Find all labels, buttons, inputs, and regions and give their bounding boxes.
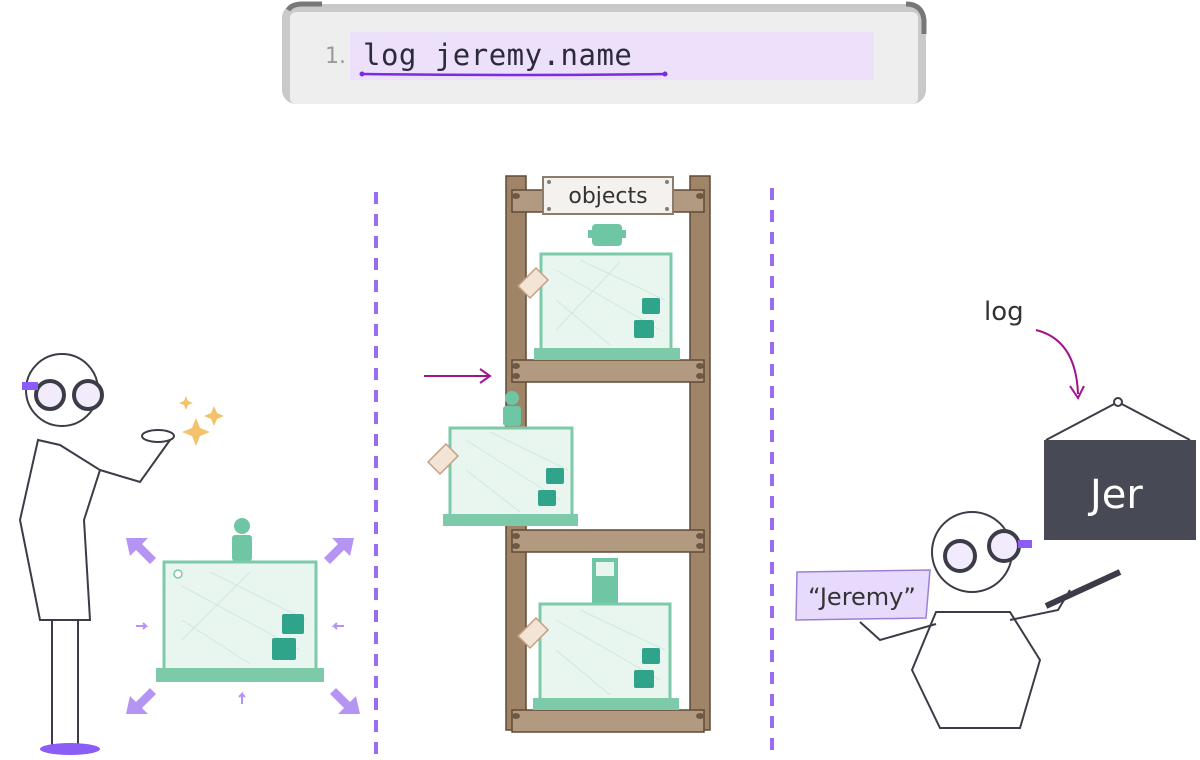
code-line-number: 1. bbox=[325, 44, 346, 69]
robot-icon bbox=[592, 224, 622, 246]
tag-icon bbox=[516, 266, 550, 300]
scientist-left bbox=[18, 353, 175, 755]
object-box-person bbox=[426, 391, 578, 526]
code-statement: log jeremy.name bbox=[363, 38, 633, 72]
object-box-robot bbox=[516, 224, 680, 360]
code-editor-frame bbox=[282, 1, 927, 104]
string-card: “Jeremy” bbox=[795, 569, 931, 621]
scientist-right bbox=[859, 511, 1122, 729]
person-figure-icon bbox=[505, 391, 519, 405]
name-underline bbox=[361, 72, 667, 77]
code-line-highlight bbox=[350, 32, 874, 80]
sign-text: Jer bbox=[1087, 472, 1143, 518]
object-box-door bbox=[516, 558, 679, 710]
sparkles-icon bbox=[179, 396, 224, 446]
name-sign: Jer bbox=[1044, 397, 1196, 540]
log-arrow bbox=[1035, 329, 1085, 400]
puzzle-icon bbox=[272, 614, 304, 660]
log-label: log bbox=[984, 297, 1024, 327]
shelf-label: objects bbox=[568, 184, 647, 209]
pointer-arrow bbox=[424, 368, 492, 384]
puzzle-icon bbox=[538, 468, 564, 506]
string-card-text: “Jeremy” bbox=[808, 583, 916, 611]
puzzle-icon bbox=[634, 648, 660, 688]
tag-icon bbox=[426, 442, 460, 476]
tag-icon bbox=[516, 616, 550, 650]
puzzle-icon bbox=[634, 298, 660, 338]
object-box-new bbox=[156, 518, 324, 682]
compress-arrows bbox=[126, 538, 360, 714]
person-figure-icon bbox=[234, 518, 250, 534]
